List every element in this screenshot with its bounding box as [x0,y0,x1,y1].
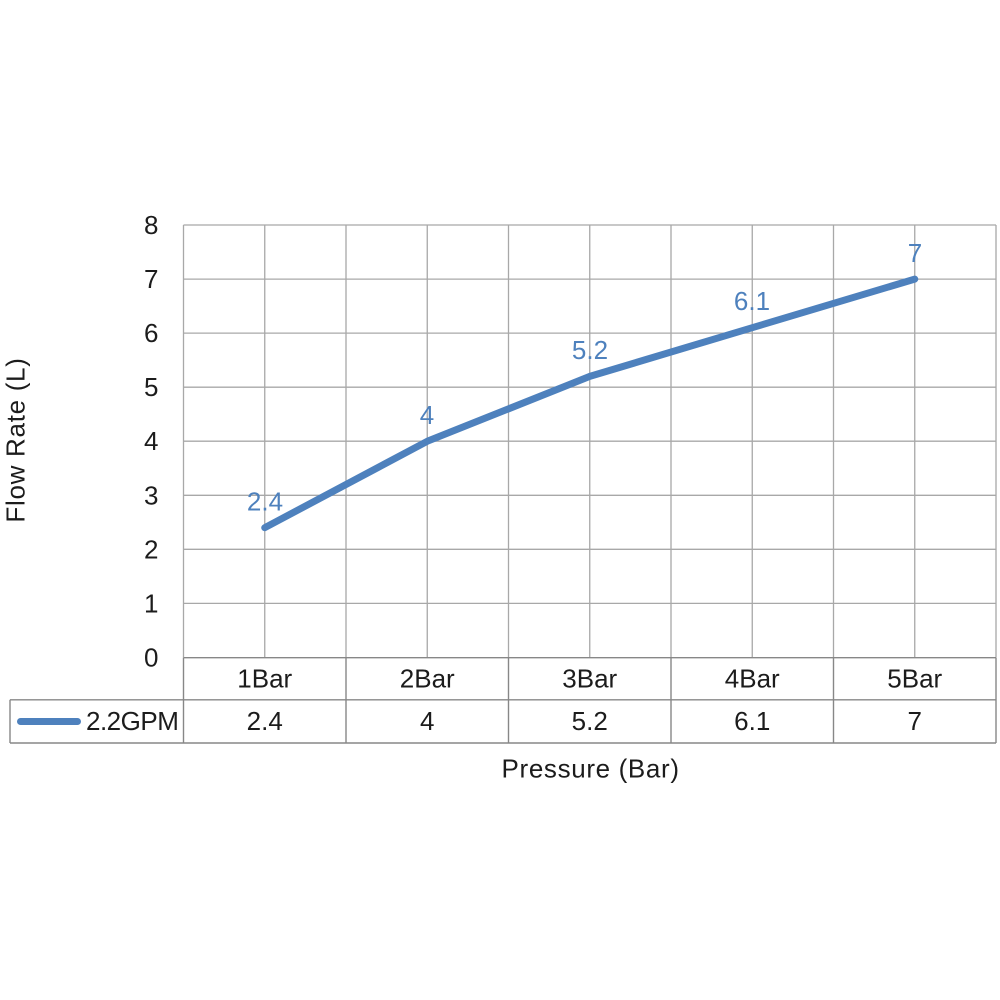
svg-text:5: 5 [144,372,158,402]
svg-text:2.4: 2.4 [247,486,283,516]
svg-text:2.4: 2.4 [247,706,283,736]
svg-text:2: 2 [144,534,158,564]
svg-text:7: 7 [144,264,158,294]
svg-text:0: 0 [144,643,158,673]
svg-text:5.2: 5.2 [572,335,608,365]
svg-text:Flow Rate (L): Flow Rate (L) [1,357,31,522]
svg-text:3Bar: 3Bar [562,664,617,694]
svg-text:3: 3 [144,480,158,510]
svg-text:1: 1 [144,588,158,618]
svg-text:1Bar: 1Bar [237,664,292,694]
svg-text:Pressure (Bar): Pressure (Bar) [502,754,680,784]
svg-text:4: 4 [420,706,434,736]
svg-text:4: 4 [420,400,434,430]
svg-text:4Bar: 4Bar [725,664,780,694]
svg-text:7: 7 [908,238,922,268]
svg-text:2.2GPM: 2.2GPM [86,706,178,736]
svg-text:7: 7 [908,706,922,736]
svg-text:8: 8 [144,210,158,240]
svg-text:6.1: 6.1 [734,706,770,736]
svg-text:6: 6 [144,318,158,348]
svg-text:5Bar: 5Bar [887,664,942,694]
svg-text:4: 4 [144,426,158,456]
svg-text:6.1: 6.1 [734,286,770,316]
svg-text:2Bar: 2Bar [400,664,455,694]
svg-text:5.2: 5.2 [572,706,608,736]
